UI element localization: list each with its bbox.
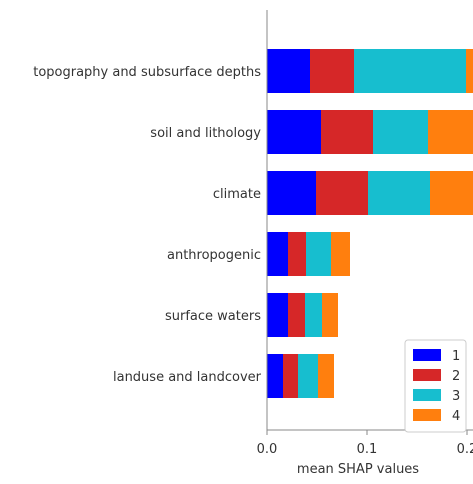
category-label: climate <box>213 187 261 202</box>
legend-label: 1 <box>452 349 460 364</box>
bar-2-series-3 <box>373 110 428 154</box>
x-axis-label: mean SHAP values <box>297 462 419 477</box>
bar-5-series-1 <box>267 293 288 337</box>
bar-6-series-2 <box>283 354 298 398</box>
bar-1-series-2 <box>310 49 354 93</box>
bar-6-series-1 <box>267 354 283 398</box>
bar-6-series-3 <box>298 354 318 398</box>
category-labels: topography and subsurface depths soil and… <box>33 65 261 385</box>
bar-2-series-2 <box>321 110 373 154</box>
bar-1-series-1 <box>267 49 310 93</box>
x-tick-label: 0.0 <box>257 442 278 457</box>
legend-label: 2 <box>452 369 460 384</box>
bar-1-series-3 <box>354 49 466 93</box>
legend-swatch <box>413 389 441 401</box>
bar-4-series-3 <box>306 232 331 276</box>
legend-label: 4 <box>452 409 460 424</box>
bar-3-series-1 <box>267 171 316 215</box>
bar-3-series-4 <box>430 171 473 215</box>
bars-layer <box>267 49 473 398</box>
legend-swatch <box>413 349 441 361</box>
category-label: surface waters <box>165 309 261 324</box>
x-tick-label: 0.2 <box>457 442 473 457</box>
bar-2-series-4 <box>428 110 473 154</box>
legend-label: 3 <box>452 389 460 404</box>
category-label: anthropogenic <box>167 248 261 263</box>
category-label: topography and subsurface depths <box>33 65 261 80</box>
bar-4-series-2 <box>288 232 306 276</box>
bar-5-series-4 <box>322 293 338 337</box>
bar-3-series-3 <box>368 171 430 215</box>
category-label: landuse and landcover <box>113 370 262 385</box>
bar-4-series-4 <box>331 232 350 276</box>
legend-swatch <box>413 369 441 381</box>
x-axis-ticks: 0.0 0.1 0.2 <box>257 430 473 457</box>
bar-5-series-3 <box>305 293 322 337</box>
bar-4-series-1 <box>267 232 288 276</box>
x-tick-label: 0.1 <box>357 442 378 457</box>
bar-3-series-2 <box>316 171 368 215</box>
legend: 1 2 3 4 <box>404 339 467 433</box>
bar-1-series-4 <box>466 49 473 93</box>
legend-swatch <box>413 409 441 421</box>
bar-6-series-4 <box>318 354 334 398</box>
bar-2-series-1 <box>267 110 321 154</box>
legend-items: 1 2 3 4 <box>413 349 460 424</box>
category-label: soil and lithology <box>150 126 261 141</box>
bar-5-series-2 <box>288 293 305 337</box>
